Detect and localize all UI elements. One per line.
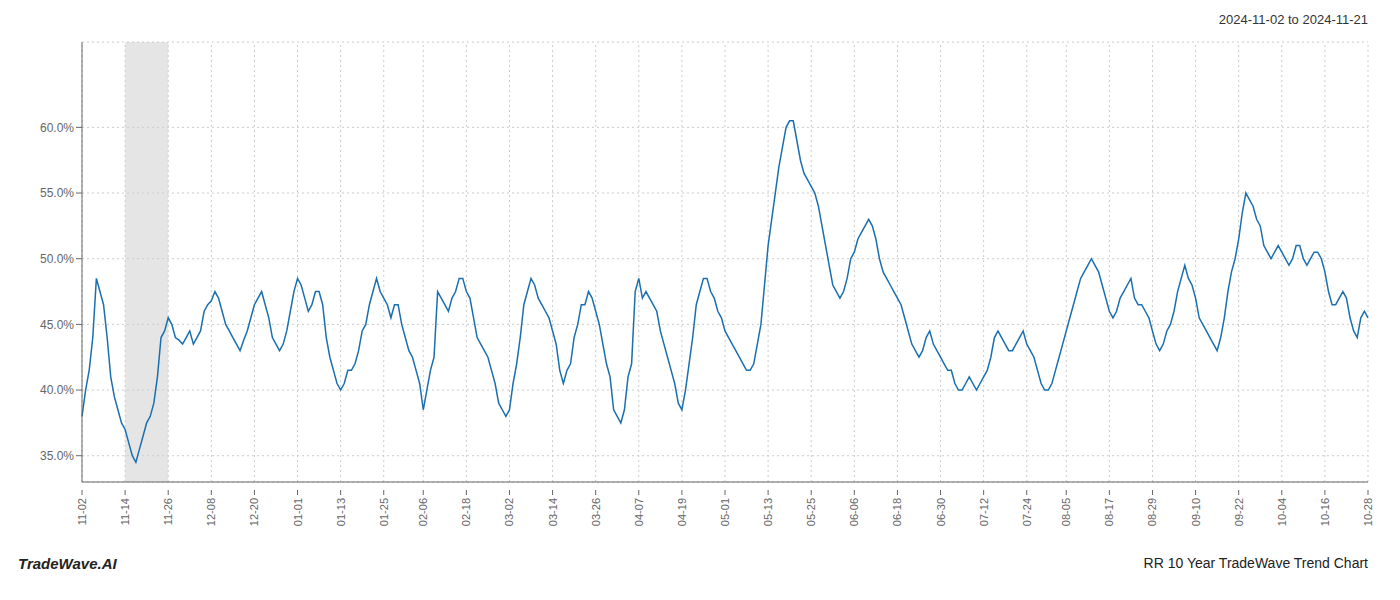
- svg-text:07-12: 07-12: [978, 498, 990, 526]
- svg-text:35.0%: 35.0%: [40, 449, 74, 463]
- svg-text:03-26: 03-26: [590, 498, 602, 526]
- svg-text:11-02: 11-02: [76, 498, 88, 525]
- svg-text:12-08: 12-08: [205, 498, 217, 526]
- svg-text:05-25: 05-25: [805, 498, 817, 526]
- svg-text:01-01: 01-01: [292, 498, 304, 526]
- svg-text:03-02: 03-02: [503, 498, 515, 526]
- svg-text:04-19: 04-19: [676, 498, 688, 526]
- svg-text:60.0%: 60.0%: [40, 121, 74, 135]
- svg-text:12-20: 12-20: [248, 498, 260, 526]
- svg-text:55.0%: 55.0%: [40, 186, 74, 200]
- html-text:2024-11-02 to 2024-11-21: 2024-11-02 to 2024-11-21: [1218, 12, 1368, 27]
- svg-text:03-14: 03-14: [547, 498, 559, 526]
- svg-text:11-14: 11-14: [119, 498, 131, 525]
- svg-text:10-04: 10-04: [1276, 498, 1288, 526]
- svg-text:11-26: 11-26: [162, 498, 174, 525]
- svg-text:08-05: 08-05: [1060, 498, 1072, 526]
- html-text:TradeWave.AI: TradeWave.AI: [18, 554, 117, 572]
- svg-text:10-16: 10-16: [1319, 498, 1331, 526]
- html-text:RR 10 Year TradeWave Trend Cha: RR 10 Year TradeWave Trend Chart: [1143, 555, 1368, 571]
- svg-text:05-13: 05-13: [762, 498, 774, 526]
- svg-text:02-18: 02-18: [460, 498, 472, 526]
- svg-text:06-30: 06-30: [935, 498, 947, 526]
- svg-text:10-28: 10-28: [1362, 498, 1374, 526]
- svg-text:07-24: 07-24: [1021, 498, 1033, 526]
- svg-text:02-06: 02-06: [417, 498, 429, 526]
- svg-text:05-01: 05-01: [719, 498, 731, 526]
- svg-text:01-13: 01-13: [335, 498, 347, 526]
- svg-text:40.0%: 40.0%: [40, 383, 74, 397]
- svg-text:08-17: 08-17: [1103, 498, 1115, 526]
- svg-text:08-29: 08-29: [1146, 498, 1158, 526]
- svg-text:06-18: 06-18: [891, 498, 903, 526]
- svg-text:01-25: 01-25: [378, 498, 390, 526]
- svg-text:09-10: 09-10: [1190, 498, 1202, 526]
- svg-text:45.0%: 45.0%: [40, 318, 74, 332]
- svg-text:06-06: 06-06: [848, 498, 860, 526]
- svg-text:09-22: 09-22: [1233, 498, 1245, 526]
- svg-text:50.0%: 50.0%: [40, 252, 74, 266]
- svg-text:04-07: 04-07: [633, 498, 645, 526]
